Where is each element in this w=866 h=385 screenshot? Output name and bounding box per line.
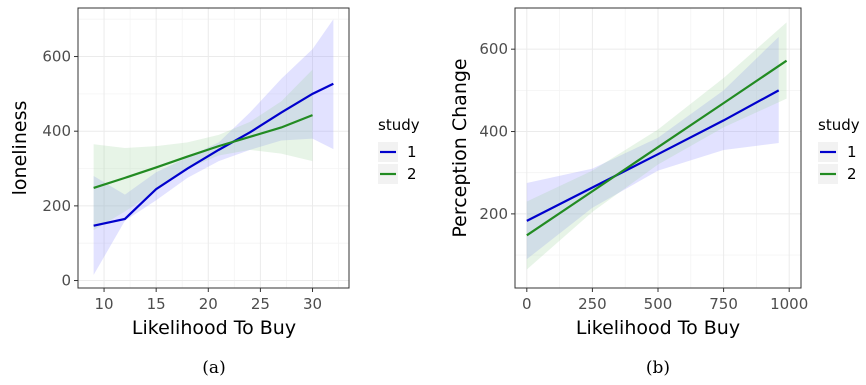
x-tick-label: 1000 <box>770 295 808 313</box>
y-tick-label: 0 <box>61 272 71 290</box>
legend-label-1: 1 <box>407 143 417 161</box>
y-tick-label: 200 <box>479 205 508 223</box>
x-tick-label: 500 <box>644 295 673 313</box>
x-tick-label: 30 <box>303 295 322 313</box>
x-axis-title: Likelihood To Buy <box>132 317 296 339</box>
chart-panel-1: 10 15 20 25 30 0 200 400 600 Likelihood To Buy lon… <box>9 7 420 378</box>
y-tick-label: 600 <box>42 48 71 66</box>
legend-title: study <box>378 116 420 134</box>
x-axis-title: Likelihood To Buy <box>576 317 740 339</box>
confidence-band-series-2 <box>93 69 313 231</box>
legend-title: study <box>818 116 860 134</box>
x-tick-label: 250 <box>578 295 607 313</box>
x-tick-label: 10 <box>95 295 114 313</box>
y-tick-label: 200 <box>42 197 71 215</box>
legend-label-1: 1 <box>847 143 857 161</box>
legend: study 1 2 <box>818 116 860 184</box>
x-tick-label: 15 <box>147 295 166 313</box>
y-axis-title: loneliness <box>9 101 31 196</box>
legend-label-2: 2 <box>407 165 417 183</box>
x-tick-label: 0 <box>522 295 532 313</box>
panel-border <box>77 7 350 289</box>
x-tick-label: 750 <box>709 295 738 313</box>
y-axis-title: Perception Change <box>449 58 471 237</box>
panel-caption: (a) <box>202 358 225 378</box>
x-tick-label: 25 <box>251 295 270 313</box>
x-tick-label: 20 <box>199 295 218 313</box>
y-tick-label: 400 <box>42 122 71 140</box>
confidence-band-series-2 <box>526 22 787 270</box>
y-tick-label: 600 <box>479 40 508 58</box>
series-line-2 <box>526 59 788 237</box>
legend: study 1 2 <box>378 116 420 184</box>
legend-label-2: 2 <box>847 165 857 183</box>
chart-panel-2: 0 250 500 750 1000 200 400 600 Likelihood To Buy… <box>449 7 860 378</box>
series-line-2 <box>93 114 313 189</box>
panel-caption: (b) <box>646 358 670 378</box>
confidence-band-series-1 <box>526 36 779 260</box>
series-line-1 <box>526 89 780 222</box>
series-line-1 <box>93 82 334 227</box>
y-tick-label: 400 <box>479 123 508 141</box>
